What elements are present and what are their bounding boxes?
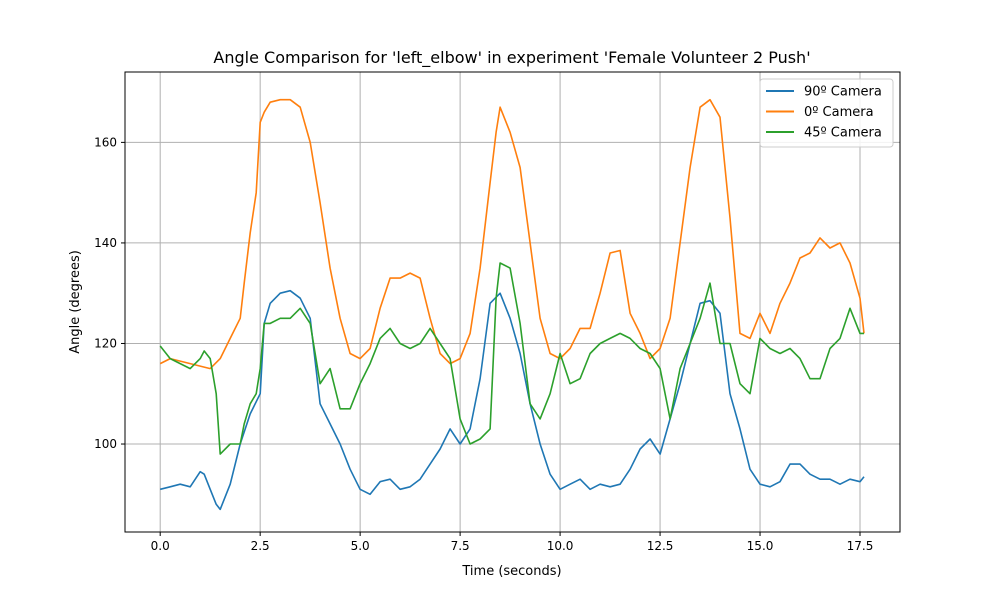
y-tick-label: 140 — [94, 236, 117, 250]
y-tick-label: 120 — [94, 336, 117, 350]
legend-label: 90º Camera — [804, 85, 882, 100]
x-tick-label: 17.5 — [847, 539, 874, 553]
y-tick-label: 160 — [94, 135, 117, 149]
x-axis-label: Time (seconds) — [461, 564, 561, 579]
series-group — [159, 98, 865, 511]
legend-label: 45º Camera — [804, 126, 882, 141]
x-axis: 0.0 2.5 5.0 7.5 10.0 12.5 15.0 17.5 — [151, 532, 874, 553]
series-line-1 — [160, 289, 865, 511]
x-tick-label: 7.5 — [451, 539, 470, 553]
x-tick-label: 12.5 — [647, 539, 674, 553]
series-line-3 — [159, 262, 864, 455]
x-tick-label: 15.0 — [747, 539, 774, 553]
x-tick-label: 2.5 — [251, 539, 270, 553]
legend: 90º Camera 0º Camera 45º Camera — [759, 78, 894, 148]
legend-box — [759, 78, 894, 148]
y-axis-label: Angle (degrees) — [68, 250, 83, 354]
grid — [125, 72, 900, 532]
plot-frame — [124, 71, 901, 533]
x-tick-label: 10.0 — [547, 539, 574, 553]
legend-label: 0º Camera — [804, 105, 874, 120]
chart-title: Angle Comparison for 'left_elbow' in exp… — [213, 48, 810, 68]
x-tick-label: 5.0 — [351, 539, 370, 553]
series-line-2 — [159, 98, 865, 370]
y-tick-label: 100 — [94, 437, 117, 451]
y-axis: 100 120 140 160 — [94, 135, 125, 451]
x-tick-label: 0.0 — [151, 539, 170, 553]
